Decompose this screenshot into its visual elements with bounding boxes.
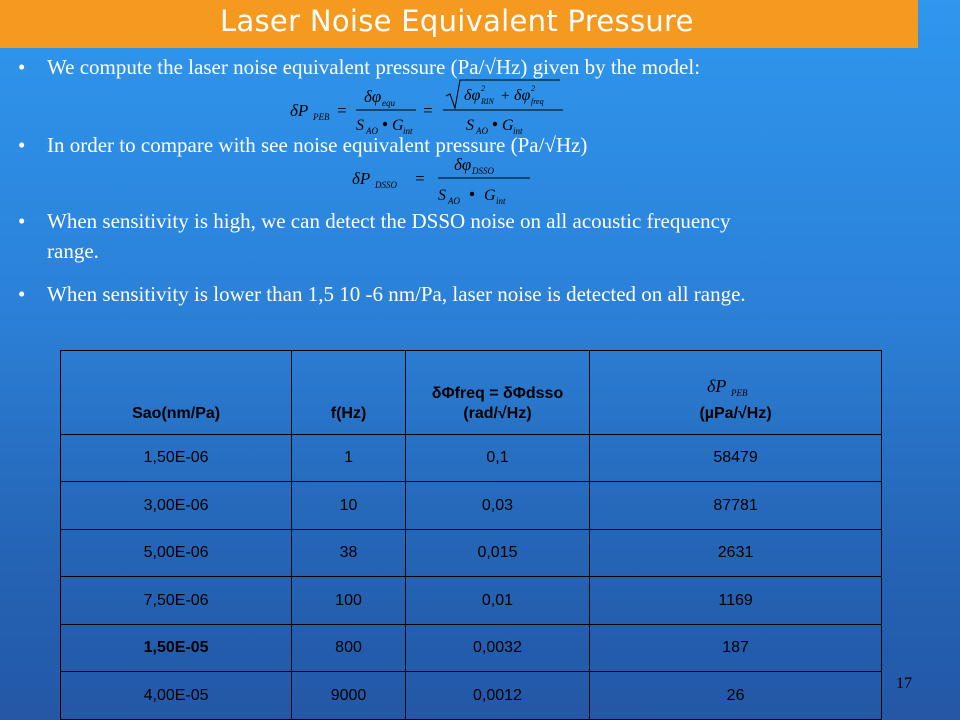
table-row: 5,00E-06 38 0,015 2631 (59, 528, 882, 578)
cell-phase: 0,1 (404, 433, 591, 483)
bullet-text-4: When sensitivity is lower than 1,5 10 -6… (47, 282, 746, 306)
cell-freq: 1 (291, 433, 406, 483)
svg-text:int: int (496, 196, 506, 206)
svg-text:DSSO: DSSO (471, 166, 494, 176)
svg-text:δP: δP (707, 376, 726, 396)
cell-phase: 0,03 (404, 481, 591, 530)
cell-phase: 0,0032 (404, 623, 591, 673)
results-table: Sao(nm/Pa) f(Hz) δΦfreq = δΦdsso (rad/√H… (59, 350, 882, 720)
cell-peb: 2631 (589, 528, 882, 578)
svg-text:2: 2 (481, 84, 485, 93)
table-row: 7,50E-06 100 0,01 1169 (59, 576, 882, 625)
cell-peb: 58479 (589, 433, 882, 483)
svg-text:+: + (500, 88, 510, 104)
bullet-text-1: We compute the laser noise equivalent pr… (47, 55, 701, 79)
svg-text:int: int (513, 126, 523, 136)
header-phase-noise-line1: δΦfreq = δΦdsso (431, 384, 564, 402)
cell-sao: 1,50E-06 (59, 433, 293, 483)
cell-peb: 1169 (589, 576, 882, 625)
svg-text:equ: equ (382, 98, 395, 108)
svg-text:δP: δP (352, 169, 370, 188)
table-row: 3,00E-06 10 0,03 87781 (59, 481, 882, 530)
svg-text:AO: AO (447, 196, 460, 206)
svg-text:=: = (336, 101, 347, 120)
cell-freq: 10 (291, 481, 406, 530)
svg-text:AO: AO (365, 126, 378, 136)
header-phase-noise: δΦfreq = δΦdsso (rad/√Hz) (404, 350, 591, 435)
header-peb-symbol: δP PEB (590, 370, 881, 404)
header-peb: δP PEB (µPa/√Hz) (589, 350, 882, 435)
header-freq: f(Hz) (291, 350, 406, 435)
svg-text:S: S (438, 187, 446, 204)
svg-text:RIN: RIN (480, 97, 495, 106)
cell-sao: 4,00E-05 (59, 671, 293, 720)
cell-phase: 0,015 (404, 528, 591, 578)
bullet-marker: • (18, 209, 26, 233)
cell-phase: 0,0012 (404, 671, 591, 720)
cell-sao: 5,00E-06 (59, 528, 293, 578)
formula-dsso-noise: δP DSSO = δφ DSSO S AO G int (350, 150, 540, 215)
table-header-row: Sao(nm/Pa) f(Hz) δΦfreq = δΦdsso (rad/√H… (59, 350, 882, 435)
cell-freq: 38 (291, 528, 406, 578)
bullet-marker: • (18, 55, 26, 79)
bullet-marker: • (18, 133, 26, 157)
cell-sao: 1,50E-05 (59, 623, 293, 673)
svg-text:G: G (502, 117, 514, 134)
svg-text:int: int (403, 126, 413, 136)
cell-sao: 7,50E-06 (59, 576, 293, 625)
svg-text:2: 2 (531, 84, 535, 93)
table-row: 4,00E-05 9000 0,0012 26 (59, 671, 882, 720)
svg-text:PEB: PEB (730, 388, 748, 398)
table-row: 1,50E-06 1 0,1 58479 (59, 433, 882, 483)
cell-freq: 800 (291, 623, 406, 673)
cell-peb: 187 (589, 623, 882, 673)
svg-text:S: S (356, 117, 364, 134)
cell-peb: 26 (589, 671, 882, 720)
header-phase-noise-line2: (rad/√Hz) (463, 404, 532, 422)
bullet-text-3: When sensitivity is high, we can detect … (47, 209, 731, 233)
svg-text:δφ: δφ (454, 155, 471, 174)
svg-text:=: = (414, 169, 425, 188)
svg-text:G: G (392, 117, 404, 134)
bullet-marker: • (18, 282, 26, 306)
svg-text:=: = (422, 101, 433, 120)
svg-text:S: S (466, 117, 474, 134)
title-bar: Laser Noise Equivalent Pressure (0, 0, 918, 48)
cell-freq: 9000 (291, 671, 406, 720)
cell-freq: 100 (291, 576, 406, 625)
bullet-text-2: In order to compare with see noise equiv… (47, 133, 588, 157)
cell-phase: 0,01 (404, 576, 591, 625)
header-sao: Sao(nm/Pa) (59, 350, 293, 435)
bullet-text-3-cont: range. (47, 239, 99, 263)
cell-sao: 3,00E-06 (59, 481, 293, 530)
header-peb-unit: (µPa/√Hz) (699, 404, 772, 422)
svg-text:δφ: δφ (514, 87, 530, 104)
svg-text:DSSO: DSSO (374, 180, 397, 190)
svg-text:freq: freq (531, 97, 544, 106)
svg-text:PEB: PEB (312, 112, 330, 122)
table-row: 1,50E-05 800 0,0032 187 (59, 623, 882, 673)
cell-peb: 87781 (589, 481, 882, 530)
svg-text:AO: AO (475, 126, 488, 136)
slide-title: Laser Noise Equivalent Pressure (220, 4, 694, 38)
page-number: 17 (896, 675, 912, 692)
svg-text:δP: δP (290, 101, 308, 120)
svg-text:δφ: δφ (464, 87, 480, 104)
formula-laser-noise: δP PEB = δφ equ S AO G int = δφ 2 RIN + … (288, 78, 578, 145)
svg-text:G: G (484, 187, 496, 204)
svg-text:δφ: δφ (364, 87, 381, 106)
